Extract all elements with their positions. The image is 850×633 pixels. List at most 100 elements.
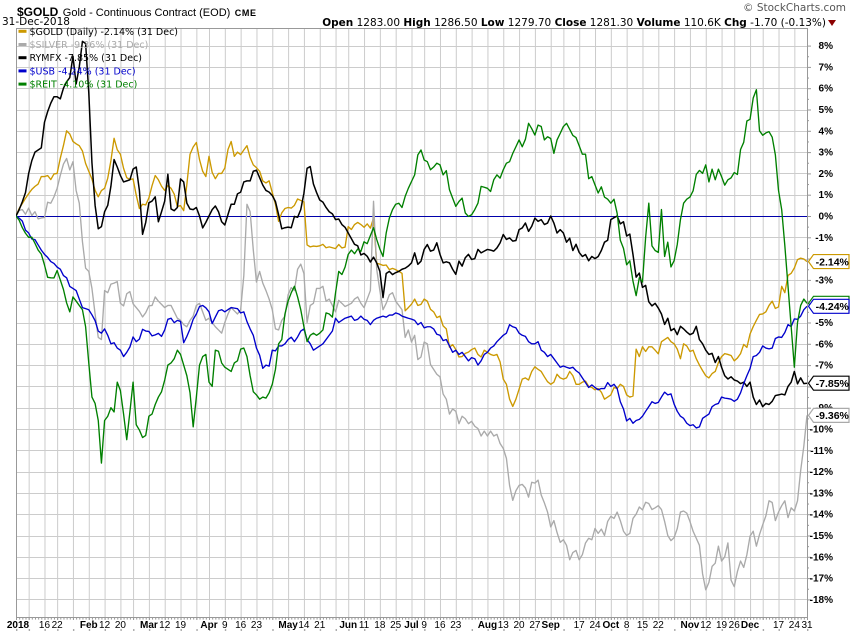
x-tick-label: 22 xyxy=(52,620,64,631)
x-tick-label: 8 xyxy=(624,620,630,631)
y-tick-label: 6% xyxy=(819,84,834,95)
y-tick-label: -13% xyxy=(810,488,833,499)
x-tick-label: 9 xyxy=(222,620,228,631)
x-tick-label: 13 xyxy=(498,620,510,631)
y-tick-label: 8% xyxy=(819,41,834,52)
y-tick-label: 0% xyxy=(819,212,834,223)
chart-date: 31-Dec-2018 xyxy=(2,16,70,28)
close-label: Close xyxy=(554,17,587,29)
legend-label: RYMFX -7.85% (31 Dec) xyxy=(30,53,143,64)
x-tick-label: 20 xyxy=(115,620,127,631)
x-tick-label: Jul xyxy=(404,620,419,631)
value-tag-rymfx: -7.85% xyxy=(807,375,850,391)
x-tick-label: 19 xyxy=(175,620,187,631)
legend-item: RYMFX -7.85% (31 Dec) xyxy=(18,53,143,64)
symbol-label: $GOLD xyxy=(17,5,59,19)
y-tick-label: 7% xyxy=(819,62,834,73)
x-tick-label: Jun xyxy=(339,620,357,631)
x-tick-label: 23 xyxy=(251,620,263,631)
series-line-usb xyxy=(16,215,807,429)
x-tick-label: Nov xyxy=(680,620,699,631)
chg-label: Chg xyxy=(724,17,747,29)
y-tick-label: 4% xyxy=(819,126,834,137)
y-tick-label: 3% xyxy=(819,148,834,159)
svg-text:-7.85%: -7.85% xyxy=(816,378,850,390)
volume-label: Volume xyxy=(636,17,681,29)
y-tick-label: -6% xyxy=(815,339,833,350)
y-tick-label: 2% xyxy=(819,169,834,180)
value-tag-golddaily: -2.14% xyxy=(807,253,850,270)
quote-row: Open 1283.00 High 1286.50 Low 1279.70 Cl… xyxy=(322,17,836,29)
x-tick-label: 19 xyxy=(716,620,728,631)
x-tick-label: Dec xyxy=(741,620,760,631)
x-tick-label: Aug xyxy=(478,620,497,631)
legend-label: $GOLD (Daily) -2.14% (31 Dec) xyxy=(30,27,179,38)
x-tick-label: 16 xyxy=(235,620,247,631)
y-tick-label: -17% xyxy=(810,574,833,585)
x-tick-label: 2018 xyxy=(7,620,30,631)
x-tick-label: 17 xyxy=(773,620,785,631)
series-line-golddaily xyxy=(16,130,807,408)
open-label: Open xyxy=(322,17,354,29)
x-tick-label: 31 xyxy=(801,620,813,631)
x-tick-label: 21 xyxy=(314,620,326,631)
x-tick-label: 16 xyxy=(434,620,446,631)
last-value-tags: -4.10%-4.24%-2.14%-7.85%-9.36% xyxy=(807,253,850,423)
value-tag-usb: -4.24% xyxy=(807,298,850,314)
y-tick-label: -11% xyxy=(810,446,833,457)
exchange-label: CME xyxy=(234,8,257,18)
chart-legend: $GOLD (Daily) -2.14% (31 Dec) $SILVER -9.… xyxy=(18,27,179,91)
close-value: 1281.30 xyxy=(589,17,634,29)
legend-label: $REIT -4.10% (31 Dec) xyxy=(30,80,138,91)
svg-text:-2.14%: -2.14% xyxy=(816,256,850,268)
x-axis-labels: 2018 16 22 Feb 12 20 Mar 12 19 Apr 9 16 23 May 14 21 Jun… xyxy=(7,620,813,631)
y-tick-label: -3% xyxy=(815,275,833,286)
chg-value: -1.70 (-0.13%) xyxy=(750,17,826,29)
x-tick-label: Mar xyxy=(140,620,158,631)
x-tick-label: 15 xyxy=(637,620,649,631)
x-tick-label: 14 xyxy=(298,620,310,631)
high-label: High xyxy=(403,17,431,29)
y-tick-label: -16% xyxy=(810,552,833,563)
x-tick-label: 27 xyxy=(529,620,541,631)
x-tick-label: 9 xyxy=(421,620,427,631)
x-tick-label: 12 xyxy=(99,620,111,631)
grid xyxy=(16,28,808,618)
value-tag-silver: -9.36% xyxy=(807,407,850,423)
x-tick-label: May xyxy=(278,620,298,631)
copyright-label: © StockCharts.com xyxy=(743,2,846,14)
x-tick-label: Oct xyxy=(602,620,619,631)
x-tick-label: 11 xyxy=(359,620,370,631)
y-tick-label: -15% xyxy=(810,531,833,542)
volume-value: 110.6K xyxy=(683,17,721,29)
svg-text:-4.24%: -4.24% xyxy=(816,301,850,313)
y-tick-label: -1% xyxy=(815,233,833,244)
y-tick-label: -18% xyxy=(810,595,833,606)
legend-label: $USB -4.24% (31 Dec) xyxy=(30,66,136,77)
y-tick-label: -5% xyxy=(815,318,833,329)
legend-item: $GOLD (Daily) -2.14% (31 Dec) xyxy=(18,27,179,38)
svg-text:-9.36%: -9.36% xyxy=(816,410,850,422)
x-tick-label: 24 xyxy=(789,620,801,631)
y-tick-label: 1% xyxy=(819,190,834,201)
axis-ticks xyxy=(16,45,811,631)
y-axis-labels: 8%7%6%5%4%3%2%1%0%-1%-2%-3%-4%-5%-6%-7%-… xyxy=(810,41,833,606)
x-tick-label: 26 xyxy=(729,620,741,631)
x-tick-label: 12 xyxy=(159,620,171,631)
x-tick-label: 23 xyxy=(450,620,462,631)
x-tick-label: 24 xyxy=(589,620,601,631)
high-value: 1286.50 xyxy=(434,17,478,29)
legend-item: $USB -4.24% (31 Dec) xyxy=(18,66,136,77)
y-tick-label: 5% xyxy=(819,105,834,116)
x-tick-label: Sep xyxy=(542,620,560,631)
x-tick-label: 17 xyxy=(574,620,586,631)
series-line-silver xyxy=(16,157,807,591)
y-tick-label: -7% xyxy=(815,361,833,372)
legend-item: $SILVER -9.36% (31 Dec) xyxy=(18,40,149,51)
legend-label: $SILVER -9.36% (31 Dec) xyxy=(30,40,149,51)
x-tick-label: 16 xyxy=(39,620,51,631)
y-tick-label: -12% xyxy=(810,467,833,478)
x-tick-label: 12 xyxy=(700,620,712,631)
title-row: $GOLD Gold - Continuous Contract (EOD) C… xyxy=(17,3,257,21)
